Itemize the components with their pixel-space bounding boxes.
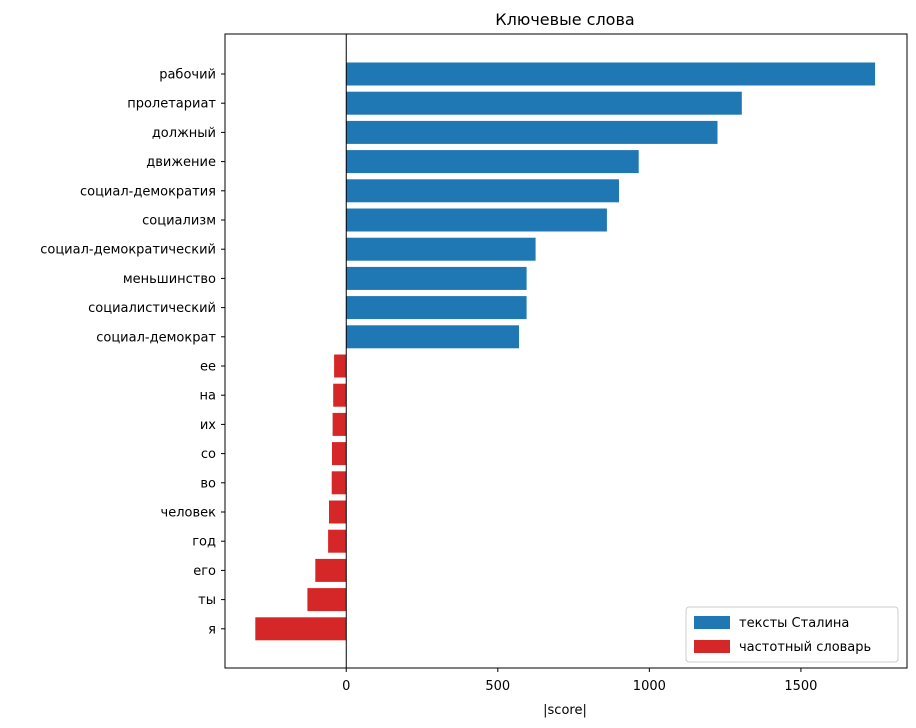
x-tick-label: 1000 [633,679,666,694]
bar-frequency-14 [331,471,347,495]
bar-stalin-2 [346,120,718,144]
y-tick-label: ты [198,593,216,608]
legend-label-frequency: частотный словарь [739,640,871,655]
bar-frequency-18 [307,588,347,612]
bar-frequency-11 [333,383,347,407]
bar-stalin-6 [346,237,536,261]
bar-stalin-3 [346,150,639,174]
bar-stalin-5 [346,208,607,232]
x-axis-label: |score| [543,703,587,718]
y-tick-label: его [193,564,216,579]
x-tick-labels: 0 500 1000 1500 [342,668,817,694]
legend-label-stalin: тексты Сталина [739,616,849,631]
y-tick-label: со [201,447,216,462]
y-tick-label: социалистический [88,301,216,316]
legend-swatch-stalin [694,616,730,629]
bar-frequency-17 [315,558,347,582]
y-tick-label: во [200,476,216,491]
y-tick-label: социал-демократ [96,330,216,345]
legend: тексты Сталина частотный словарь [685,606,899,663]
bar-frequency-12 [332,412,347,436]
bar-stalin-1 [346,91,742,115]
y-tick-label: на [200,389,216,404]
bar-frequency-16 [328,529,347,553]
bar-stalin-7 [346,266,527,290]
x-tick-label: 0 [342,679,350,694]
y-tick-label: меньшинство [123,272,216,287]
legend-swatch-frequency [694,640,730,653]
bars-group [255,62,876,641]
plot-frame [224,33,908,669]
bar-stalin-8 [346,296,527,320]
x-tick-label: 1500 [784,679,817,694]
bar-frequency-10 [334,354,347,378]
y-tick-label: их [200,418,216,433]
y-tick-label: должный [152,126,216,141]
bar-stalin-4 [346,179,619,203]
y-tick-label: рабочий [159,68,216,83]
y-tick-label: пролетариат [127,97,216,112]
legend-frame [685,606,899,663]
y-tick-label: я [208,622,216,637]
y-tick-label: социализм [142,214,216,229]
chart-title: Ключевые слова [495,10,634,29]
bar-frequency-13 [332,442,347,466]
y-tick-label: социал-демократия [80,184,216,199]
y-tick-label: движение [146,155,216,170]
bar-stalin-9 [346,325,519,349]
bar-frequency-19 [255,617,347,641]
bar-frequency-15 [329,500,347,524]
y-tick-label: ее [200,360,216,375]
y-tick-labels: рабочий пролетариат должный движение социал-… [40,68,225,637]
y-tick-label: социал-демократический [40,243,216,258]
y-tick-label: год [192,535,216,550]
bar-stalin-0 [346,62,876,86]
x-tick-label: 500 [485,679,510,694]
y-tick-label: человек [161,506,217,521]
